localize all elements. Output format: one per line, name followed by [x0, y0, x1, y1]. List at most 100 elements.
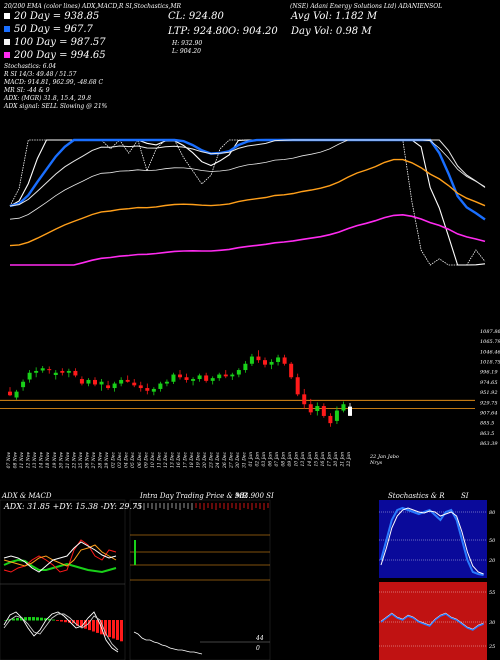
- candle-body: [40, 368, 45, 371]
- legend-item: 200 Day = 994.65: [4, 50, 106, 61]
- x-tick-label: 25 Nov: [78, 452, 84, 470]
- macd-bar: [56, 620, 59, 621]
- macd-bar: [40, 617, 43, 621]
- x-tick-label: 12 Dec: [163, 452, 169, 468]
- candle-body: [66, 370, 71, 373]
- candle-body: [295, 377, 300, 395]
- candle-body: [112, 383, 117, 389]
- candle-body: [204, 375, 209, 381]
- candle-body: [249, 356, 254, 364]
- candle-body: [99, 381, 104, 385]
- low-label: L: 904.20: [172, 48, 201, 55]
- macd-bar: [16, 617, 19, 621]
- macd-bar: [96, 620, 99, 633]
- candle-body: [178, 374, 182, 378]
- macd-bar: [108, 620, 111, 638]
- candle-body: [289, 363, 294, 378]
- x-tick-label: 11 Nov: [19, 452, 25, 469]
- candle-body: [93, 379, 97, 385]
- candle-body: [191, 379, 196, 381]
- macd-bar: [24, 617, 27, 621]
- adx-macd-title: ADX & MACD: [2, 492, 52, 500]
- macd-bar: [44, 618, 47, 621]
- y-tick-label: 907.64: [480, 410, 498, 416]
- candle-body: [217, 374, 222, 379]
- x-tick-label: 13 Jan: [300, 452, 306, 467]
- ema100-line: [9, 139, 486, 207]
- macd-bar: [80, 620, 83, 628]
- legend-item: 50 Day = 967.7: [4, 24, 93, 35]
- legend-swatch: [4, 13, 10, 19]
- stoch-rsi-suffix: SI: [461, 492, 469, 500]
- macd-bar: [28, 617, 31, 621]
- x-tick-label: 18 Dec: [189, 452, 195, 468]
- y-tick-label: 885.5: [480, 421, 494, 427]
- x-tick-label: 14 Jan: [307, 452, 313, 467]
- stat-line: MACD: 914.81, 962.99, -48.68 C: [4, 79, 104, 86]
- candle-body: [60, 370, 65, 373]
- macd-bar: [12, 618, 15, 621]
- stat-line: ADX: (MGR) 31.8, 15.4, 29.8: [4, 95, 92, 102]
- ema50-line: [9, 138, 486, 221]
- x-tick-label: 11 Dec: [156, 452, 162, 468]
- intraday-bar: [134, 540, 136, 565]
- candle-body: [132, 382, 137, 386]
- macd-bar: [8, 619, 11, 621]
- candle-body: [79, 379, 84, 384]
- candle-body: [125, 379, 130, 382]
- candle-body: [282, 357, 287, 364]
- x-tick-label: 04 Dec: [124, 452, 130, 468]
- candle-body: [8, 391, 12, 396]
- x-tick-label: 02 Dec: [111, 452, 117, 468]
- rsi-signal-line: [380, 612, 484, 630]
- x-tick-label: 23 Dec: [209, 452, 215, 469]
- adx-line-1: [3, 539, 117, 573]
- candle-body: [269, 361, 274, 365]
- x-tick-label: 22 Jan: [346, 452, 352, 468]
- x-tick-label: 26 Nov: [84, 452, 90, 470]
- candle-body: [348, 406, 352, 416]
- x-tick-label: 16 Jan: [320, 452, 326, 467]
- candle-body: [73, 370, 78, 376]
- macd-bar: [76, 620, 79, 626]
- candle-body: [210, 378, 215, 381]
- stat-line: MR SI: -44 & 9: [4, 87, 50, 94]
- y-tick-label: 1087.86: [480, 329, 500, 335]
- macd-bar: [52, 619, 55, 621]
- macd-bar: [112, 620, 115, 639]
- x-tick-label: 06 Dec: [137, 452, 143, 468]
- x-tick-label: 20 Dec: [202, 452, 208, 469]
- x-tick-label: 27 Dec: [228, 452, 234, 469]
- candle-body: [14, 391, 19, 398]
- stoch-tick-label: 20: [488, 558, 496, 564]
- candle-body: [47, 369, 52, 371]
- ema-orange-line: [9, 158, 486, 247]
- macd-bar: [4, 620, 7, 621]
- candle-body: [184, 377, 189, 380]
- macd-bar: [36, 617, 39, 621]
- stoch-d-line: [380, 507, 484, 575]
- candle-body: [256, 356, 261, 361]
- x-tick-label: 08 Jan: [281, 452, 287, 467]
- x-tick-label: 02 Jan: [254, 452, 260, 467]
- x-footer-label: 22 Jan Jabo Nrys: [370, 454, 399, 466]
- day-vol-label: Day Vol: 0.98 M: [291, 26, 372, 37]
- x-tick-label: 20 Jan: [333, 452, 339, 468]
- x-tick-label: 16 Dec: [176, 452, 182, 468]
- adx-line-2: [3, 544, 117, 567]
- candle-body: [276, 357, 281, 362]
- x-tick-label: 07 Nov: [6, 452, 12, 469]
- x-tick-label: 31 Dec: [241, 452, 247, 468]
- y-tick-label: 863.5: [480, 431, 494, 437]
- x-tick-label: 27 Nov: [91, 452, 97, 470]
- stat-line: ADX signal: SELL Slowing @ 21%: [4, 103, 108, 110]
- x-tick-label: 30 Dec: [235, 452, 241, 468]
- candle-body: [334, 410, 339, 421]
- candle-body: [27, 372, 32, 380]
- ema200-line: [10, 213, 486, 266]
- adx-values-label: ADX: 31.85 +DY: 15.38 -DY: 29.75: [4, 502, 143, 511]
- x-tick-label: 03 Jan: [261, 452, 267, 467]
- avg-vol-label: Avg Vol: 1.182 M: [291, 11, 378, 22]
